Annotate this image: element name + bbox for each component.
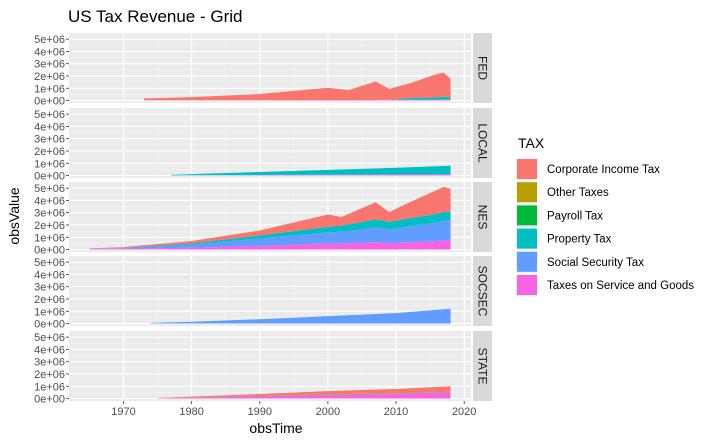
y-tick-label: 2e+06 xyxy=(34,294,65,306)
y-tick-label: 5e+06 xyxy=(34,109,65,121)
area-social-security-tax xyxy=(89,220,451,249)
facet-strip xyxy=(473,182,492,252)
y-tick-label: 2e+06 xyxy=(34,220,65,232)
area-corporate-income-tax xyxy=(143,72,451,101)
legend-label: Other Taxes xyxy=(547,187,609,199)
panel-background xyxy=(69,108,471,178)
y-tick-label: 0e+00 xyxy=(34,96,65,108)
y-tick-label: 4e+06 xyxy=(34,46,65,58)
legend-item: Taxes on Service and Goods xyxy=(516,274,694,296)
y-tick-label: 0e+00 xyxy=(34,394,65,406)
legend-label: Corporate Income Tax xyxy=(547,164,660,176)
legend-item: Other Taxes xyxy=(516,181,609,204)
legend-label: Social Security Tax xyxy=(547,257,644,269)
area-corporate-income-tax xyxy=(89,186,451,249)
facet-strip-label: STATE xyxy=(476,348,490,385)
facet-strip-label: NES xyxy=(476,205,490,230)
legend-swatch xyxy=(517,182,537,203)
legend-swatch xyxy=(517,228,537,249)
x-tick-label: 1980 xyxy=(179,406,203,418)
y-tick-label: 0e+00 xyxy=(34,171,65,183)
x-axis-title: obsTime xyxy=(249,420,302,436)
legend-label: Taxes on Service and Goods xyxy=(547,280,694,292)
x-tick-label: 2010 xyxy=(384,406,408,418)
legend-item: Property Tax xyxy=(516,227,612,250)
facet-strip-label: FED xyxy=(476,56,490,80)
y-tick-label: 3e+06 xyxy=(34,357,65,369)
area-payroll-tax xyxy=(157,392,451,399)
x-axis: 1970 1980 1990 2000 2010 2020 xyxy=(111,401,476,418)
x-tick-label: 1990 xyxy=(248,406,272,418)
y-tick-label: 5e+06 xyxy=(34,183,65,195)
legend-item: Payroll Tax xyxy=(516,204,603,227)
legend-swatch xyxy=(517,275,537,295)
y-tick-label: 1e+06 xyxy=(34,158,65,170)
x-tick-label: 2020 xyxy=(452,406,476,418)
y-axis-title: obsValue xyxy=(6,187,22,245)
y-tick-label: 2e+06 xyxy=(34,71,65,83)
legend-swatch xyxy=(517,205,537,226)
y-tick-label: 3e+06 xyxy=(34,282,65,294)
facet-strip xyxy=(473,33,492,103)
y-tick-label: 3e+06 xyxy=(34,208,65,220)
area-corporate-income-tax xyxy=(157,386,451,399)
area-property-tax xyxy=(171,165,451,176)
y-tick-label: 1e+06 xyxy=(34,381,65,393)
y-tick-label: 3e+06 xyxy=(34,134,65,146)
y-tick-label: 0e+00 xyxy=(34,245,65,257)
y-tick-label: 4e+06 xyxy=(34,195,65,207)
y-tick-label: 5e+06 xyxy=(34,332,65,344)
legend-swatch xyxy=(517,159,537,179)
y-tick-label: 2e+06 xyxy=(34,369,65,381)
legend: TAX Corporate Income Tax Other Taxes Payro… xyxy=(516,135,694,296)
area-social-security-tax xyxy=(150,308,451,324)
y-tick-label: 1e+06 xyxy=(34,232,65,244)
y-tick-label: 4e+06 xyxy=(34,344,65,356)
y-tick-label: 0e+00 xyxy=(34,319,65,331)
y-tick-label: 3e+06 xyxy=(34,59,65,71)
area-taxes-on-service-and-goods xyxy=(89,239,451,250)
area-taxes-on-service-and-goods xyxy=(157,392,451,399)
y-tick-label: 1e+06 xyxy=(34,306,65,318)
facet-strip xyxy=(473,331,492,401)
y-tick-label: 5e+06 xyxy=(34,34,65,46)
x-tick-label: 1970 xyxy=(111,406,135,418)
facet-panels: 0e+001e+062e+063e+064e+065e+06FED0e+001e… xyxy=(34,33,492,406)
chart-title: US Tax Revenue - Grid xyxy=(68,7,242,26)
legend-title: TAX xyxy=(518,135,545,151)
area-other-taxes xyxy=(157,391,451,399)
x-tick-label: 2000 xyxy=(316,406,340,418)
legend-swatch xyxy=(517,251,537,272)
legend-label: Property Tax xyxy=(547,234,612,246)
legend-item: Corporate Income Tax xyxy=(516,158,660,180)
facet-strip-label: LOCAL xyxy=(476,123,490,163)
facet-strip-label: SOCSEC xyxy=(476,266,490,317)
legend-item: Social Security Tax xyxy=(516,250,644,273)
y-tick-label: 1e+06 xyxy=(34,83,65,95)
facet-strip xyxy=(473,108,492,178)
y-tick-label: 2e+06 xyxy=(34,146,65,158)
y-tick-label: 4e+06 xyxy=(34,121,65,133)
legend-label: Payroll Tax xyxy=(547,210,603,222)
area-taxes-on-service-and-goods xyxy=(171,174,451,176)
y-tick-label: 5e+06 xyxy=(34,257,65,269)
area-taxes-on-service-and-goods xyxy=(143,99,451,101)
y-tick-label: 4e+06 xyxy=(34,269,65,281)
facet-strip xyxy=(473,256,492,326)
